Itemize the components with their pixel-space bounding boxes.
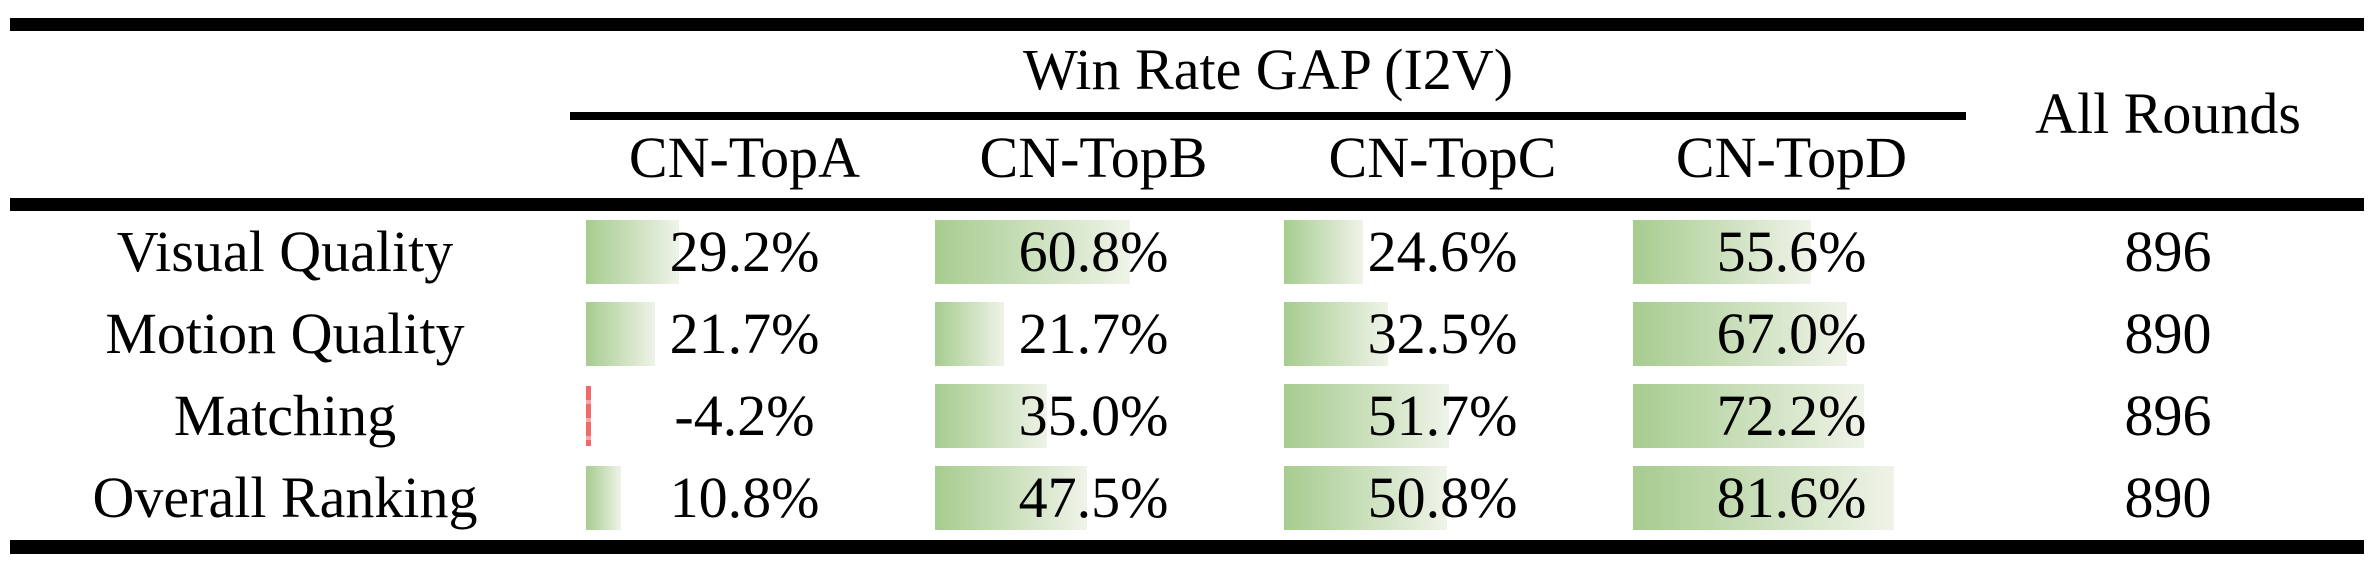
row-label-text: Overall Ranking (92, 465, 478, 530)
column-header-cn-topa: CN-TopA (628, 125, 861, 190)
win-rate-cell: 81.6% (1617, 457, 1966, 539)
win-rate-cell: 51.7% (1268, 375, 1617, 457)
all-rounds-cell: 896 (1966, 375, 2370, 457)
databar (586, 386, 591, 446)
win-rate-value: 35.0% (1018, 383, 1169, 448)
databar (1633, 220, 1811, 284)
win-rate-value: 81.6% (1716, 465, 1867, 530)
win-rate-value: 60.8% (1018, 219, 1169, 284)
win-rate-cell: 21.7% (570, 293, 919, 375)
all-rounds-cell: 896 (1966, 211, 2370, 293)
databar (1633, 302, 1847, 366)
header-rule (10, 198, 2364, 211)
win-rate-cell: 50.8% (1268, 457, 1617, 539)
databar (935, 466, 1087, 530)
row-label-text: Matching (173, 383, 397, 448)
column-header-cn-topc: CN-TopC (1328, 125, 1557, 190)
win-rate-cell: 24.6% (1268, 211, 1617, 293)
row-label-overall-ranking: Overall Ranking (0, 457, 570, 539)
win-rate-cell: 60.8% (919, 211, 1268, 293)
win-rate-value: 32.5% (1367, 301, 1518, 366)
win-rate-cell: 10.8% (570, 457, 919, 539)
databar (1284, 220, 1363, 284)
all-rounds-header: All Rounds (2035, 81, 2301, 146)
group-header-title: Win Rate GAP (I2V) (1022, 37, 1514, 102)
all-rounds-cell: 890 (1966, 293, 2370, 375)
column-group-rule (570, 112, 1966, 120)
databar (935, 384, 1047, 448)
win-rate-cell: 32.5% (1268, 293, 1617, 375)
databar (1284, 466, 1447, 530)
databar (586, 302, 655, 366)
win-rate-value: 72.2% (1716, 383, 1867, 448)
win-rate-value: 67.0% (1716, 301, 1867, 366)
databar (935, 302, 1004, 366)
win-rate-value: -4.2% (674, 383, 815, 448)
databar (1633, 384, 1864, 448)
win-rate-cell: -4.2% (570, 375, 919, 457)
win-rate-cell: 72.2% (1617, 375, 1966, 457)
databar (1633, 466, 1894, 530)
win-rate-cell: 29.2% (570, 211, 919, 293)
row-label-matching: Matching (0, 375, 570, 457)
win-rate-cell: 55.6% (1617, 211, 1966, 293)
row-label-text: Motion Quality (105, 301, 465, 366)
win-rate-cell: 21.7% (919, 293, 1268, 375)
win-rate-cell: 67.0% (1617, 293, 1966, 375)
column-header-cn-topb: CN-TopB (979, 125, 1208, 190)
all-rounds-value: 896 (2124, 219, 2212, 284)
row-label-motion-quality: Motion Quality (0, 293, 570, 375)
win-rate-cell: 35.0% (919, 375, 1268, 457)
win-rate-value: 55.6% (1716, 219, 1867, 284)
win-rate-value: 24.6% (1367, 219, 1518, 284)
win-rate-cell: 47.5% (919, 457, 1268, 539)
row-label-text: Visual Quality (116, 219, 454, 284)
row-label-visual-quality: Visual Quality (0, 211, 570, 293)
all-rounds-cell: 890 (1966, 457, 2370, 539)
databar (935, 220, 1130, 284)
databar (1284, 302, 1388, 366)
all-rounds-value: 890 (2124, 301, 2212, 366)
databar (1284, 384, 1449, 448)
win-rate-value: 21.7% (669, 301, 820, 366)
column-header-cn-topd: CN-TopD (1675, 125, 1908, 190)
win-rate-value: 47.5% (1018, 465, 1169, 530)
win-rate-value: 10.8% (669, 465, 820, 530)
win-rate-value: 50.8% (1367, 465, 1518, 530)
win-rate-value: 29.2% (669, 219, 820, 284)
bottom-rule (10, 540, 2364, 554)
win-rate-value: 51.7% (1367, 383, 1518, 448)
all-rounds-value: 890 (2124, 465, 2212, 530)
databar (586, 220, 679, 284)
win-rate-value: 21.7% (1018, 301, 1169, 366)
databar (586, 466, 621, 530)
all-rounds-value: 896 (2124, 383, 2212, 448)
top-rule (10, 18, 2364, 31)
